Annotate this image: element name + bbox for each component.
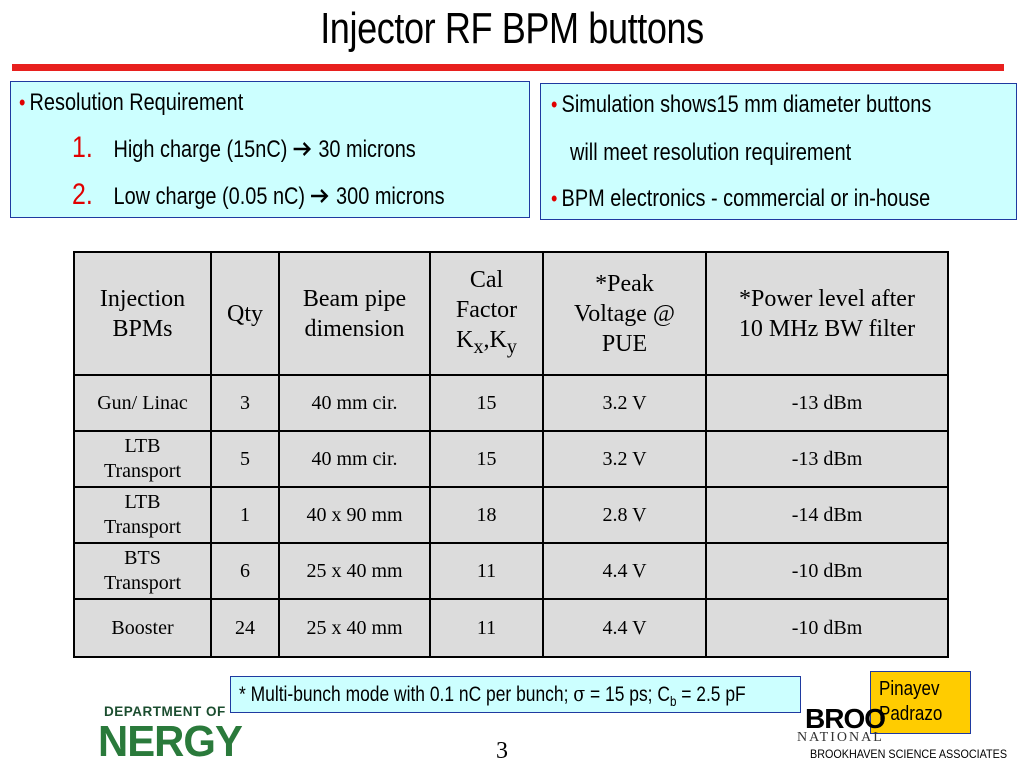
- power-cell: -13 dBm: [705, 374, 949, 432]
- qty-cell: 24: [210, 598, 280, 658]
- doe-logo-caption: DEPARTMENT OF: [104, 704, 226, 719]
- title-divider: [12, 64, 1004, 71]
- table-row: LTB Transport 5 40 mm cir. 15 3.2 V -13 d…: [73, 430, 949, 488]
- pipe-cell: 25 x 40 mm: [278, 598, 431, 658]
- header-injection-bpms: Injection BPMs: [73, 251, 212, 376]
- bpm-cell: Booster: [73, 598, 212, 658]
- power-cell: -10 dBm: [705, 542, 949, 600]
- list-number: 1.: [72, 131, 93, 164]
- bnl-logo: BROO: [805, 703, 886, 734]
- table-header-row: Injection BPMs Qty Beam pipe dimension Cal…: [73, 251, 949, 376]
- cal-cell: 15: [429, 374, 544, 432]
- electronics-item: • BPM electronics - commercial or in-hous…: [551, 185, 930, 213]
- simulation-item-cont: will meet resolution requirement: [570, 139, 852, 166]
- power-cell: -10 dBm: [705, 598, 949, 658]
- voltage-cell: 2.8 V: [542, 486, 707, 544]
- page-number: 3: [496, 738, 508, 764]
- pipe-cell: 40 mm cir.: [278, 430, 431, 488]
- simulation-box: • Simulation shows15 mm diameter buttons …: [540, 83, 1017, 220]
- header-beam-pipe: Beam pipe dimension: [278, 251, 431, 376]
- high-charge-result: 30 microns: [318, 136, 416, 163]
- simulation-item: • Simulation shows15 mm diameter buttons: [551, 91, 931, 119]
- bpm-cell: Gun/ Linac: [73, 374, 212, 432]
- voltage-cell: 3.2 V: [542, 430, 707, 488]
- cal-cell: 11: [429, 598, 544, 658]
- right-arrow-icon: [293, 136, 313, 164]
- right-arrow-icon: [311, 183, 331, 211]
- cal-cell: 11: [429, 542, 544, 600]
- cal-cell: 18: [429, 486, 544, 544]
- bnl-associates-label: BROOKHAVEN SCIENCE ASSOCIATES: [810, 747, 1008, 761]
- voltage-cell: 3.2 V: [542, 374, 707, 432]
- header-qty: Qty: [210, 251, 280, 376]
- authors-box: Pinayev Padrazo: [870, 671, 971, 734]
- bpm-cell: LTB Transport: [73, 486, 212, 544]
- high-charge-text: High charge (15nC): [113, 136, 288, 163]
- pipe-cell: 40 mm cir.: [278, 374, 431, 432]
- bpm-cell: LTB Transport: [73, 430, 212, 488]
- footnote-text: * Multi-bunch mode with 0.1 nC per bunch…: [239, 682, 746, 710]
- cal-cell: 15: [429, 430, 544, 488]
- resolution-label: Resolution Requirement: [29, 89, 244, 116]
- bullet-icon: •: [551, 92, 558, 117]
- footnote-box: * Multi-bunch mode with 0.1 nC per bunch…: [230, 676, 801, 713]
- power-cell: -14 dBm: [705, 486, 949, 544]
- resolution-item: • Resolution Requirement: [19, 89, 243, 117]
- author-name: Pinayev: [879, 678, 940, 700]
- table-row: Gun/ Linac 3 40 mm cir. 15 3.2 V -13 dBm: [73, 374, 949, 432]
- bullet-icon: •: [551, 186, 558, 211]
- simulation-text: Simulation shows15 mm diameter buttons: [561, 91, 932, 118]
- low-charge-item: 2. Low charge (0.05 nC) 300 microns: [72, 178, 445, 212]
- pipe-cell: 40 x 90 mm: [278, 486, 431, 544]
- qty-cell: 3: [210, 374, 280, 432]
- voltage-cell: 4.4 V: [542, 542, 707, 600]
- electronics-text: BPM electronics - commercial or in-house: [561, 185, 931, 212]
- doe-logo: NERGY: [98, 717, 243, 766]
- slide-title: Injector RF BPM buttons: [320, 4, 704, 53]
- author-name: Padrazo: [879, 703, 943, 725]
- qty-cell: 1: [210, 486, 280, 544]
- bpm-cell: BTS Transport: [73, 542, 212, 600]
- low-charge-text: Low charge (0.05 nC): [113, 183, 306, 210]
- voltage-cell: 4.4 V: [542, 598, 707, 658]
- table-row: LTB Transport 1 40 x 90 mm 18 2.8 V -14 d…: [73, 486, 949, 544]
- header-cal-factor: Cal Factor Kx,Ky: [429, 251, 544, 376]
- header-power-level: *Power level after 10 MHz BW filter: [705, 251, 949, 376]
- low-charge-result: 300 microns: [336, 183, 445, 210]
- high-charge-item: 1. High charge (15nC) 30 microns: [72, 131, 416, 165]
- list-number: 2.: [72, 178, 93, 211]
- header-peak-voltage: *Peak Voltage @ PUE: [542, 251, 707, 376]
- qty-cell: 5: [210, 430, 280, 488]
- table-row: Booster 24 25 x 40 mm 11 4.4 V -10 dBm: [73, 598, 949, 658]
- bullet-icon: •: [19, 90, 26, 115]
- power-cell: -13 dBm: [705, 430, 949, 488]
- table-row: BTS Transport 6 25 x 40 mm 11 4.4 V -10 d…: [73, 542, 949, 600]
- bnl-logo-national: NATIONAL: [797, 730, 884, 745]
- injection-bpm-table: Injection BPMs Qty Beam pipe dimension Cal…: [73, 251, 949, 658]
- resolution-requirement-box: • Resolution Requirement 1. High charge (1…: [10, 81, 530, 218]
- qty-cell: 6: [210, 542, 280, 600]
- pipe-cell: 25 x 40 mm: [278, 542, 431, 600]
